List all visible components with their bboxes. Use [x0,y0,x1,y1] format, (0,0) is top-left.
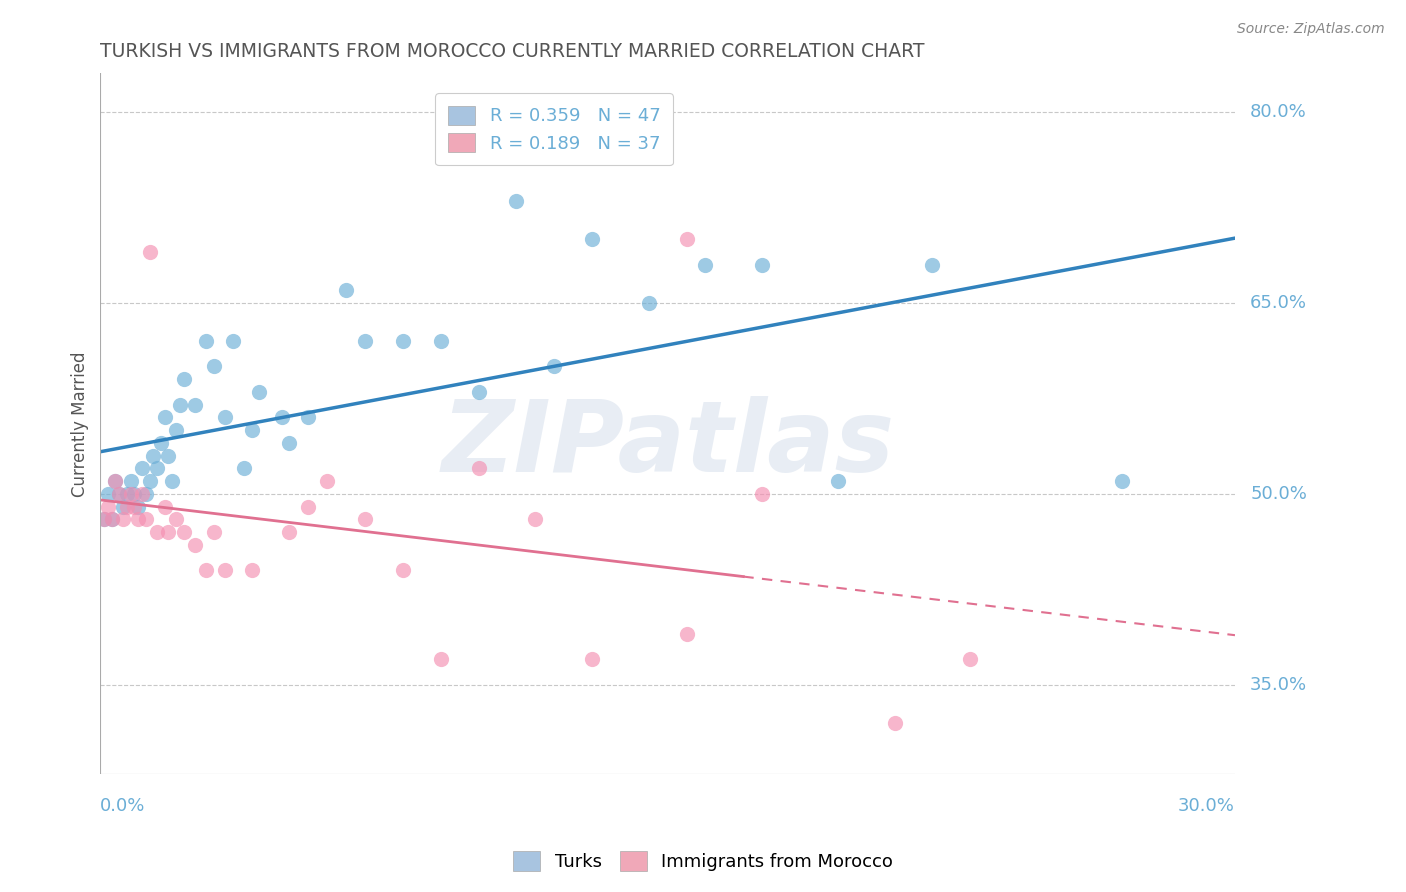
Point [153,500,176,514]
Text: Source: ZipAtlas.com: Source: ZipAtlas.com [1237,22,1385,37]
Point [751,258,773,272]
Point [637,295,659,310]
Point [173,372,195,386]
Point [157,449,180,463]
Point [202,524,225,539]
Text: TURKISH VS IMMIGRANTS FROM MOROCCO CURRENTLY MARRIED CORRELATION CHART: TURKISH VS IMMIGRANTS FROM MOROCCO CURRE… [100,42,925,61]
Point [127,512,149,526]
Point [827,474,849,488]
Point [354,334,377,348]
Point [142,449,165,463]
Point [169,398,191,412]
Point [429,652,451,666]
Point [127,500,149,514]
Point [173,524,195,539]
Point [505,194,527,208]
Point [921,258,943,272]
Point [153,410,176,425]
Text: 80.0%: 80.0% [1250,103,1306,120]
Point [195,563,218,577]
Point [883,716,905,731]
Legend: R = 0.359   N = 47, R = 0.189   N = 37: R = 0.359 N = 47, R = 0.189 N = 37 [436,93,673,165]
Point [297,500,319,514]
Point [100,512,122,526]
Point [240,563,263,577]
Text: 0.0%: 0.0% [100,797,146,815]
Point [157,524,180,539]
Point [108,487,131,501]
Point [124,500,146,514]
Point [93,512,115,526]
Point [392,334,415,348]
Point [104,474,127,488]
Point [160,474,183,488]
Point [1111,474,1133,488]
Point [222,334,245,348]
Point [316,474,339,488]
Point [115,487,138,501]
Text: 35.0%: 35.0% [1250,676,1308,694]
Point [467,384,489,399]
Point [112,512,135,526]
Point [675,232,697,246]
Point [149,435,172,450]
Point [124,487,146,501]
Point [581,652,603,666]
Point [467,461,489,475]
Point [165,423,187,437]
Point [97,500,120,514]
Point [751,487,773,501]
Point [108,487,131,501]
Text: 65.0%: 65.0% [1250,293,1308,311]
Point [354,512,377,526]
Point [335,283,357,297]
Point [581,232,603,246]
Point [146,524,169,539]
Point [240,423,263,437]
Point [524,512,547,526]
Point [270,410,292,425]
Point [695,258,717,272]
Point [247,384,270,399]
Point [202,359,225,374]
Point [165,512,187,526]
Text: 50.0%: 50.0% [1250,485,1308,503]
Legend: Turks, Immigrants from Morocco: Turks, Immigrants from Morocco [506,844,900,879]
Point [146,461,169,475]
Point [184,538,207,552]
Point [214,563,236,577]
Point [297,410,319,425]
Point [120,487,142,501]
Point [278,435,301,450]
Point [543,359,565,374]
Point [138,244,160,259]
Text: 30.0%: 30.0% [1178,797,1234,815]
Point [135,487,157,501]
Point [112,500,135,514]
Point [138,474,160,488]
Point [184,398,207,412]
Point [100,512,122,526]
Point [959,652,981,666]
Point [97,487,120,501]
Point [675,627,697,641]
Point [115,500,138,514]
Y-axis label: Currently Married: Currently Married [72,351,89,497]
Point [131,461,153,475]
Point [214,410,236,425]
Point [195,334,218,348]
Point [392,563,415,577]
Point [429,334,451,348]
Point [233,461,256,475]
Point [278,524,301,539]
Text: ZIPatlas: ZIPatlas [441,396,894,493]
Point [131,487,153,501]
Point [135,512,157,526]
Point [104,474,127,488]
Point [120,474,142,488]
Point [93,512,115,526]
